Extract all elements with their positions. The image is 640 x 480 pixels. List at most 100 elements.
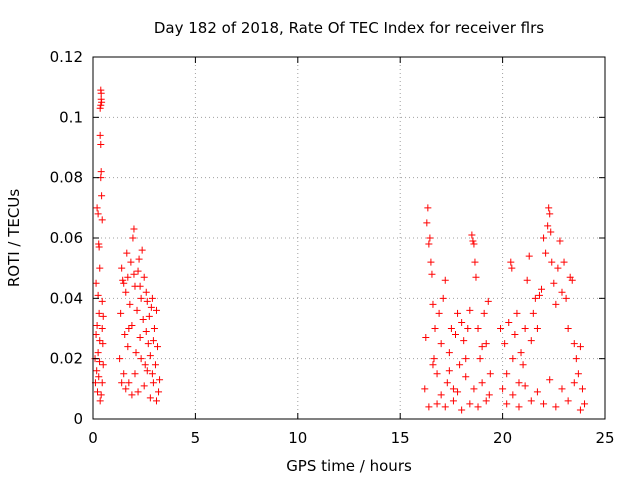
data-point [447, 325, 455, 332]
data-point [137, 294, 145, 302]
data-point [148, 370, 156, 378]
data-point [425, 403, 433, 411]
data-point [94, 349, 102, 357]
data-point [552, 300, 560, 308]
data-point [96, 131, 104, 139]
data-point [540, 400, 548, 408]
data-point [98, 379, 106, 387]
data-point [472, 273, 480, 281]
data-point [560, 258, 568, 266]
data-point [441, 403, 449, 411]
data-point [437, 391, 445, 399]
data-point [126, 300, 134, 308]
data-point [527, 397, 535, 405]
data-point [513, 309, 521, 317]
data-point [531, 294, 539, 302]
data-point [127, 258, 135, 266]
data-point [468, 231, 476, 239]
data-point [130, 225, 138, 233]
data-point [570, 379, 578, 387]
data-point [456, 361, 464, 369]
data-point [134, 388, 142, 396]
data-point [529, 309, 537, 317]
data-point [478, 379, 486, 387]
x-tick-label: 5 [191, 429, 201, 447]
data-point [131, 370, 139, 378]
data-point [521, 382, 529, 390]
data-point [93, 367, 101, 375]
data-point [136, 282, 144, 290]
data-point [143, 367, 151, 375]
data-point [92, 331, 100, 339]
data-point [451, 331, 459, 339]
data-point [486, 370, 494, 378]
data-point [140, 273, 148, 281]
data-point [155, 388, 163, 396]
data-point [122, 288, 130, 296]
data-point [548, 258, 556, 266]
data-point [149, 337, 157, 345]
data-point [517, 349, 525, 357]
data-point [98, 98, 106, 106]
data-point [136, 334, 144, 342]
data-point [445, 349, 453, 357]
data-point [138, 246, 146, 254]
data-point [124, 273, 132, 281]
data-point [95, 309, 103, 317]
data-point [95, 243, 103, 251]
data-point [120, 279, 128, 287]
data-point [148, 294, 156, 302]
data-point [142, 288, 150, 296]
data-point [146, 352, 154, 360]
data-point [149, 379, 157, 387]
data-point [466, 400, 474, 408]
data-point [145, 312, 153, 320]
data-point [96, 397, 104, 405]
data-point [97, 86, 105, 94]
data-point [431, 325, 439, 332]
x-tick-label: 15 [391, 429, 410, 447]
data-point [121, 331, 129, 339]
data-point [466, 306, 474, 314]
x-tick-label: 10 [288, 429, 307, 447]
data-point [460, 337, 468, 345]
y-tick-label: 0.04 [50, 289, 83, 307]
data-point [96, 358, 104, 366]
data-point [515, 403, 523, 411]
data-point [117, 309, 125, 317]
data-point [508, 264, 516, 272]
data-point [519, 361, 527, 369]
data-point [470, 240, 478, 248]
data-point [544, 222, 552, 230]
data-point [99, 361, 107, 369]
data-point [424, 204, 432, 212]
data-point [140, 382, 148, 390]
data-point [484, 297, 492, 305]
data-point [125, 325, 133, 332]
data-point [120, 370, 128, 378]
data-point [533, 388, 541, 396]
data-point [507, 258, 515, 266]
data-point [146, 394, 154, 402]
data-point [523, 276, 531, 284]
data-point [97, 391, 105, 399]
data-point [152, 306, 160, 314]
data-point [449, 397, 457, 405]
data-point [128, 321, 136, 329]
data-point [497, 325, 505, 332]
data-point [97, 168, 105, 176]
data-point [437, 340, 445, 348]
data-point [501, 340, 509, 348]
data-point [94, 388, 102, 396]
data-point [433, 370, 441, 378]
data-point [546, 376, 554, 384]
data-point [581, 400, 589, 408]
data-point [98, 297, 106, 305]
y-tick-label: 0 [73, 410, 83, 428]
data-point [538, 285, 546, 293]
data-point [474, 325, 482, 332]
axis-ticks: 0 5 10 15 20 25 0 0.02 0.04 0.06 0.08 0.1 0.12 [50, 48, 615, 447]
x-axis-label: GPS time / hours [286, 457, 412, 475]
data-point [124, 343, 132, 351]
